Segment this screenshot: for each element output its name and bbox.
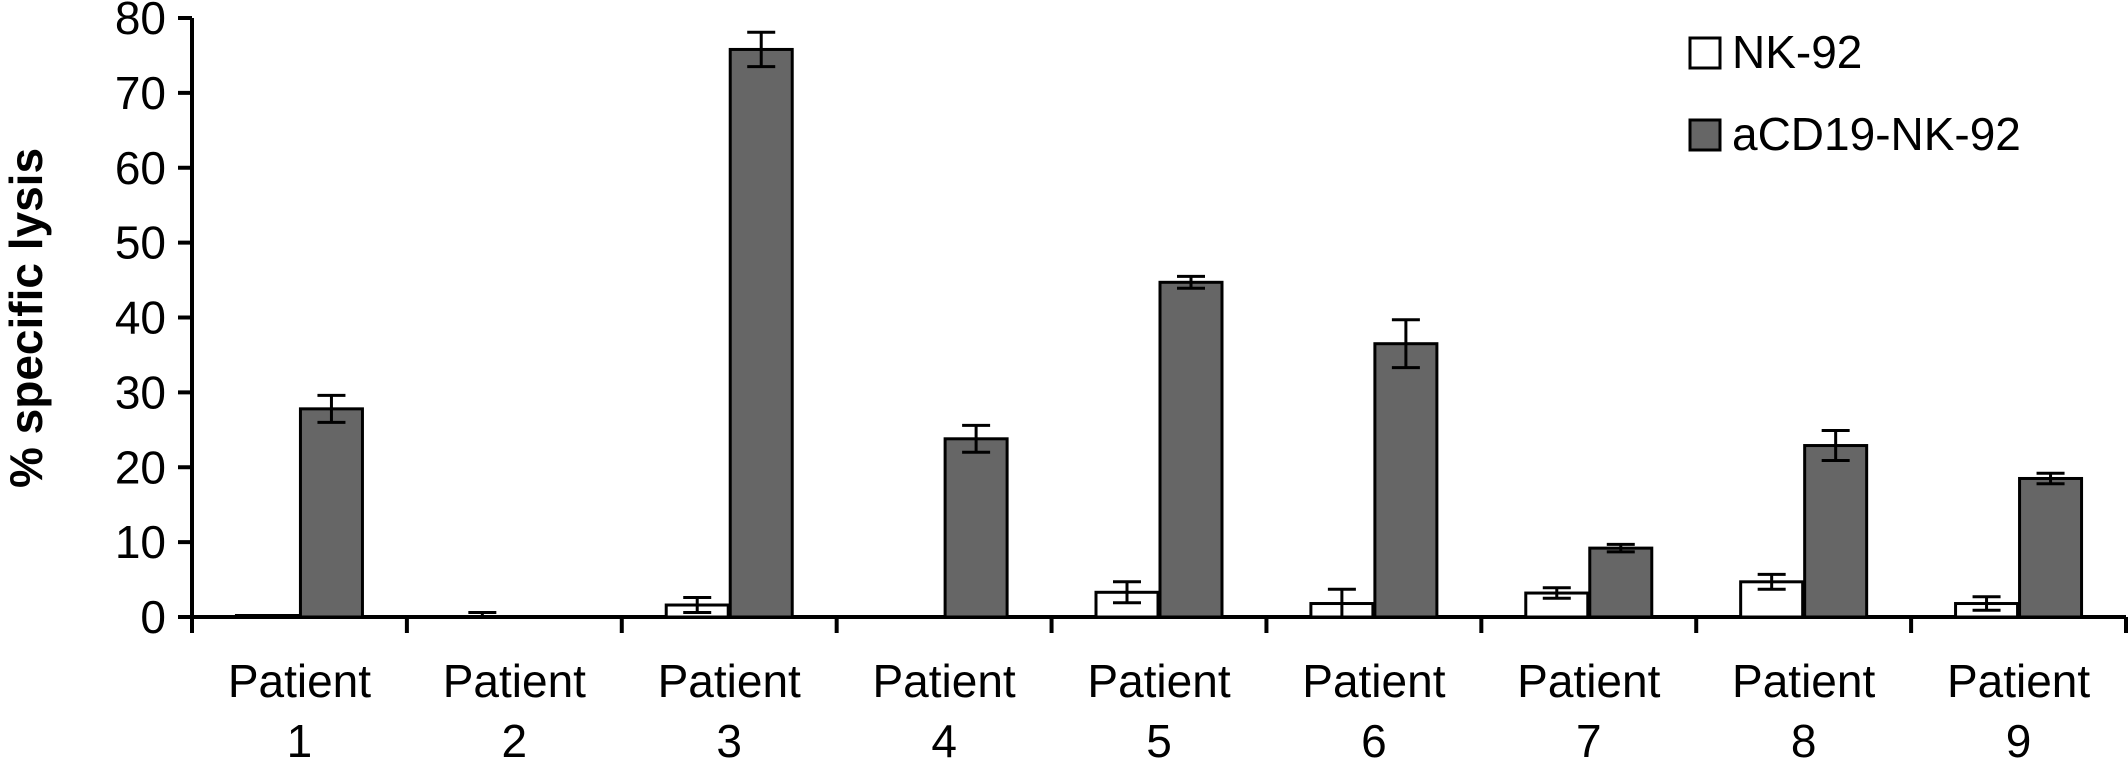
y-axis-title: % specific lysis xyxy=(0,148,52,488)
legend: NK-92 aCD19-NK-92 xyxy=(1688,26,2021,160)
bars xyxy=(234,30,2084,619)
legend-swatch xyxy=(1688,36,1722,70)
y-tick-label: 80 xyxy=(115,0,166,44)
x-tick-label: Patient 3 xyxy=(658,655,801,767)
bar xyxy=(234,614,300,619)
category-labels: Patient 1 Patient 2 Patient 3 Patient 4 Patient 5… xyxy=(228,655,2091,767)
y-tick-label: 60 xyxy=(115,142,166,194)
x-tick-label-line: Patient xyxy=(228,655,371,707)
x-tick-label: Patient 5 xyxy=(1087,655,1230,767)
bar xyxy=(2018,476,2084,619)
x-tick-label: Patient 2 xyxy=(443,655,586,767)
x-tick-label: Patient 6 xyxy=(1302,655,1445,767)
x-tick-label-line: Patient xyxy=(443,655,586,707)
x-tick-label: Patient 4 xyxy=(873,655,1016,767)
x-tick-label-line: Patient xyxy=(658,655,801,707)
bar xyxy=(1803,444,1869,619)
legend-label: aCD19-NK-92 xyxy=(1732,108,2021,160)
x-tick-label-line: 8 xyxy=(1791,715,1817,767)
x-tick-label: Patient 8 xyxy=(1732,655,1875,767)
y-tick-label: 50 xyxy=(115,217,166,269)
x-tick-label-line: 6 xyxy=(1361,715,1387,767)
bar xyxy=(298,407,364,619)
y-tick-label: 20 xyxy=(115,441,166,493)
y-axis-title-group: % specific lysis xyxy=(0,148,52,488)
x-tick-label-line: 5 xyxy=(1146,715,1172,767)
x-tick-label-line: Patient xyxy=(1087,655,1230,707)
x-tick-label-line: 3 xyxy=(716,715,742,767)
y-tick-label: 10 xyxy=(115,516,166,568)
y-tick-label: 0 xyxy=(140,591,166,643)
bar xyxy=(728,47,794,619)
x-tick-label-line: 2 xyxy=(502,715,528,767)
axes: 0 10 20 30 40 50 60 70 80 xyxy=(115,0,2128,643)
x-tick-label-line: Patient xyxy=(1947,655,2090,707)
x-tick-label-line: 7 xyxy=(1576,715,1602,767)
x-tick-label: Patient 9 xyxy=(1947,655,2090,767)
x-tick-label-line: 9 xyxy=(2006,715,2032,767)
x-tick-label-line: 4 xyxy=(931,715,957,767)
x-tick-label-line: Patient xyxy=(1302,655,1445,707)
y-tick-label: 30 xyxy=(115,366,166,418)
x-tick-label-line: 1 xyxy=(287,715,313,767)
x-tick-label: Patient 1 xyxy=(228,655,371,767)
x-tick-label-line: Patient xyxy=(873,655,1016,707)
legend-swatch xyxy=(1688,118,1722,152)
y-tick-label: 70 xyxy=(115,67,166,119)
bar xyxy=(1588,546,1654,619)
x-tick-label: Patient 7 xyxy=(1517,655,1660,767)
bar xyxy=(943,437,1009,619)
legend-label: NK-92 xyxy=(1732,26,1862,78)
y-tick-label: 40 xyxy=(115,292,166,344)
x-tick-label-line: Patient xyxy=(1732,655,1875,707)
bar xyxy=(1158,280,1224,619)
x-tick-label-line: Patient xyxy=(1517,655,1660,707)
bar xyxy=(1373,342,1439,619)
